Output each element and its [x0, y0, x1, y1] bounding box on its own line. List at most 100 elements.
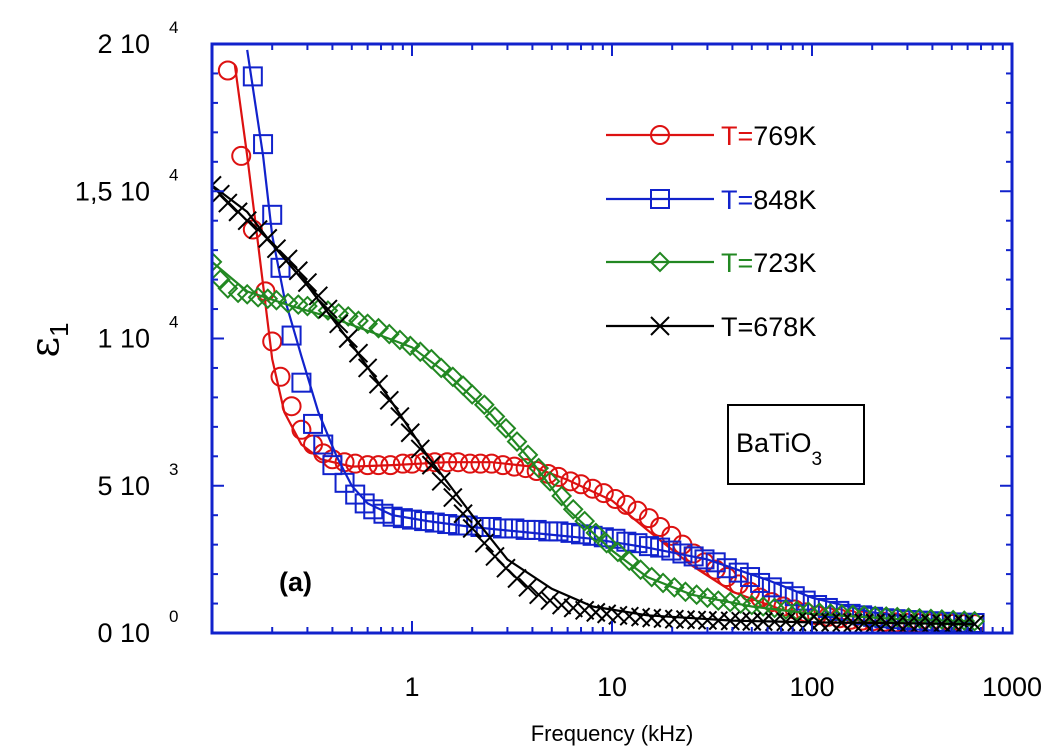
svg-text:BaTiO3: BaTiO3 — [736, 428, 822, 470]
data-point-723K-42 — [641, 566, 663, 588]
data-point-678K-15 — [348, 343, 369, 363]
data-point-678K-23 — [431, 471, 451, 492]
data-point-848K-39 — [661, 540, 682, 561]
data-point-769K-25 — [492, 455, 513, 476]
data-point-848K-45 — [728, 562, 749, 583]
data-point-723K-31 — [517, 444, 539, 466]
data-point-723K-27 — [473, 394, 495, 416]
data-point-848K-49 — [773, 581, 794, 602]
y-tick-label-3: 1,5 10 — [75, 176, 150, 206]
data-point-678K-25 — [453, 504, 473, 524]
legend-prefix-769K: T= — [721, 121, 753, 151]
data-point-848K-2 — [262, 204, 283, 225]
data-point-769K-21 — [448, 452, 469, 473]
data-point-848K-40 — [672, 543, 693, 564]
data-point-848K-9 — [334, 472, 355, 493]
data-point-848K-6 — [303, 413, 324, 434]
data-point-848K-30 — [560, 522, 581, 543]
data-point-769K-19 — [424, 452, 445, 473]
data-point-848K-1 — [253, 134, 274, 155]
legend-item-678K: T=678K — [606, 312, 816, 342]
data-point-678K-26 — [462, 518, 482, 539]
data-point-769K-46 — [728, 574, 749, 595]
data-point-678K-31 — [518, 577, 538, 598]
data-point-723K-23 — [430, 357, 452, 379]
data-point-769K-34 — [593, 483, 614, 504]
data-layer — [212, 49, 985, 633]
data-point-848K-29 — [548, 521, 569, 542]
y-tick-label-4: 2 10 — [97, 29, 150, 59]
x-tick-label-3: 1000 — [982, 672, 1042, 702]
data-point-723K-14 — [337, 305, 359, 327]
data-point-678K-22 — [421, 455, 442, 475]
data-point-769K-30 — [548, 466, 569, 487]
data-point-848K-28 — [538, 521, 559, 542]
data-point-723K-39 — [607, 541, 629, 563]
y-tick-exponent-1: 3 — [169, 460, 178, 479]
data-point-769K-5 — [270, 366, 291, 387]
data-point-723K-20 — [399, 335, 421, 357]
data-point-769K-14 — [368, 455, 389, 476]
data-point-769K-22 — [460, 453, 481, 474]
data-point-848K-14 — [382, 506, 403, 527]
svg-text:ε1: ε1 — [22, 322, 74, 357]
data-point-769K-27 — [515, 458, 536, 479]
legend-item-848K: T=848K — [606, 185, 816, 215]
data-point-678K-12 — [318, 299, 338, 319]
data-point-723K-30 — [506, 431, 528, 452]
data-point-678K-70 — [954, 614, 974, 633]
data-point-769K-23 — [470, 453, 491, 474]
data-point-769K-24 — [481, 453, 502, 474]
data-point-848K-33 — [593, 527, 614, 548]
legend-prefix-678K: T= — [721, 312, 753, 342]
data-point-678K-19 — [390, 406, 410, 427]
data-point-678K-21 — [410, 439, 430, 459]
data-point-769K-37 — [627, 500, 648, 521]
data-point-848K-37 — [638, 536, 659, 557]
data-point-678K-9 — [288, 261, 308, 281]
data-point-769K-36 — [616, 494, 637, 515]
legend-value-848K: 848K — [753, 185, 816, 215]
data-point-769K-15 — [380, 455, 401, 476]
data-point-769K-1 — [231, 145, 252, 166]
panel-label: (a) — [279, 567, 312, 597]
data-point-848K-34 — [605, 528, 626, 549]
data-point-848K-8 — [322, 455, 343, 476]
data-point-848K-48 — [761, 577, 782, 598]
data-point-678K-30 — [507, 568, 527, 589]
legend-item-723K: T=723K — [606, 248, 816, 278]
data-point-678K-14 — [338, 328, 358, 349]
data-point-723K-34 — [551, 485, 573, 507]
data-point-769K-7 — [291, 419, 312, 440]
data-point-723K-25 — [452, 375, 474, 397]
data-point-723K-33 — [539, 470, 561, 492]
data-point-769K-6 — [281, 396, 302, 417]
data-point-723K-38 — [596, 532, 618, 554]
data-point-723K-2 — [217, 278, 239, 299]
data-point-678K-33 — [540, 590, 560, 611]
legend-marker-848K — [650, 189, 670, 209]
data-point-723K-19 — [389, 329, 411, 351]
data-point-848K-5 — [291, 372, 312, 393]
y-axis-symbol: ε — [22, 337, 68, 358]
data-point-723K-47 — [697, 587, 718, 609]
data-point-678K-10 — [297, 272, 318, 293]
data-point-678K-4 — [237, 210, 257, 231]
data-point-678K-32 — [528, 585, 549, 605]
legend-label-678K: T=678K — [721, 312, 816, 342]
data-point-769K-17 — [402, 453, 422, 474]
data-point-678K-46 — [686, 610, 707, 630]
data-point-769K-3 — [255, 281, 276, 302]
data-point-769K-12 — [345, 453, 366, 474]
data-point-723K-10 — [297, 295, 318, 317]
data-point-848K-27 — [526, 519, 547, 540]
y-tick-label-2: 1 10 — [97, 324, 150, 354]
data-point-723K-36 — [574, 510, 596, 532]
data-point-848K-44 — [716, 558, 737, 579]
series-723K — [212, 251, 985, 632]
x-axis-title: Frequency (kHz) — [531, 721, 694, 746]
data-point-723K-26 — [461, 384, 483, 405]
data-point-848K-53 — [817, 597, 838, 618]
